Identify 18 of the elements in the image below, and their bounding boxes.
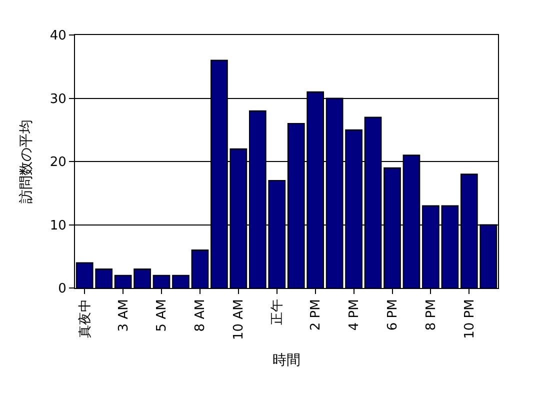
x-tick-label: 8 PM [424,299,439,331]
x-tick-label: 真夜中 [76,299,93,338]
x-tick-label: 4 PM [347,299,362,331]
x-tick-label: 3 AM [116,299,132,332]
x-tick-label: 10 PM [462,299,478,339]
x-tick-label: 正午 [270,299,286,326]
x-tick-label: 6 PM [385,299,400,331]
y-tick-label: 0 [58,282,66,297]
y-tick-label: 20 [50,155,66,170]
x-tick-label: 10 AM [232,299,247,340]
x-axis-title: 時間 [272,352,300,368]
y-tick-label: 30 [50,92,66,107]
y-tick-label: 40 [50,28,66,44]
x-tick-label: 2 PM [308,299,324,331]
x-tick-label: 8 AM [193,299,208,332]
y-tick-label: 10 [50,218,66,234]
y-axis-title: 訪問数の平均 [18,120,34,204]
x-tick-label: 5 AM [154,299,170,332]
